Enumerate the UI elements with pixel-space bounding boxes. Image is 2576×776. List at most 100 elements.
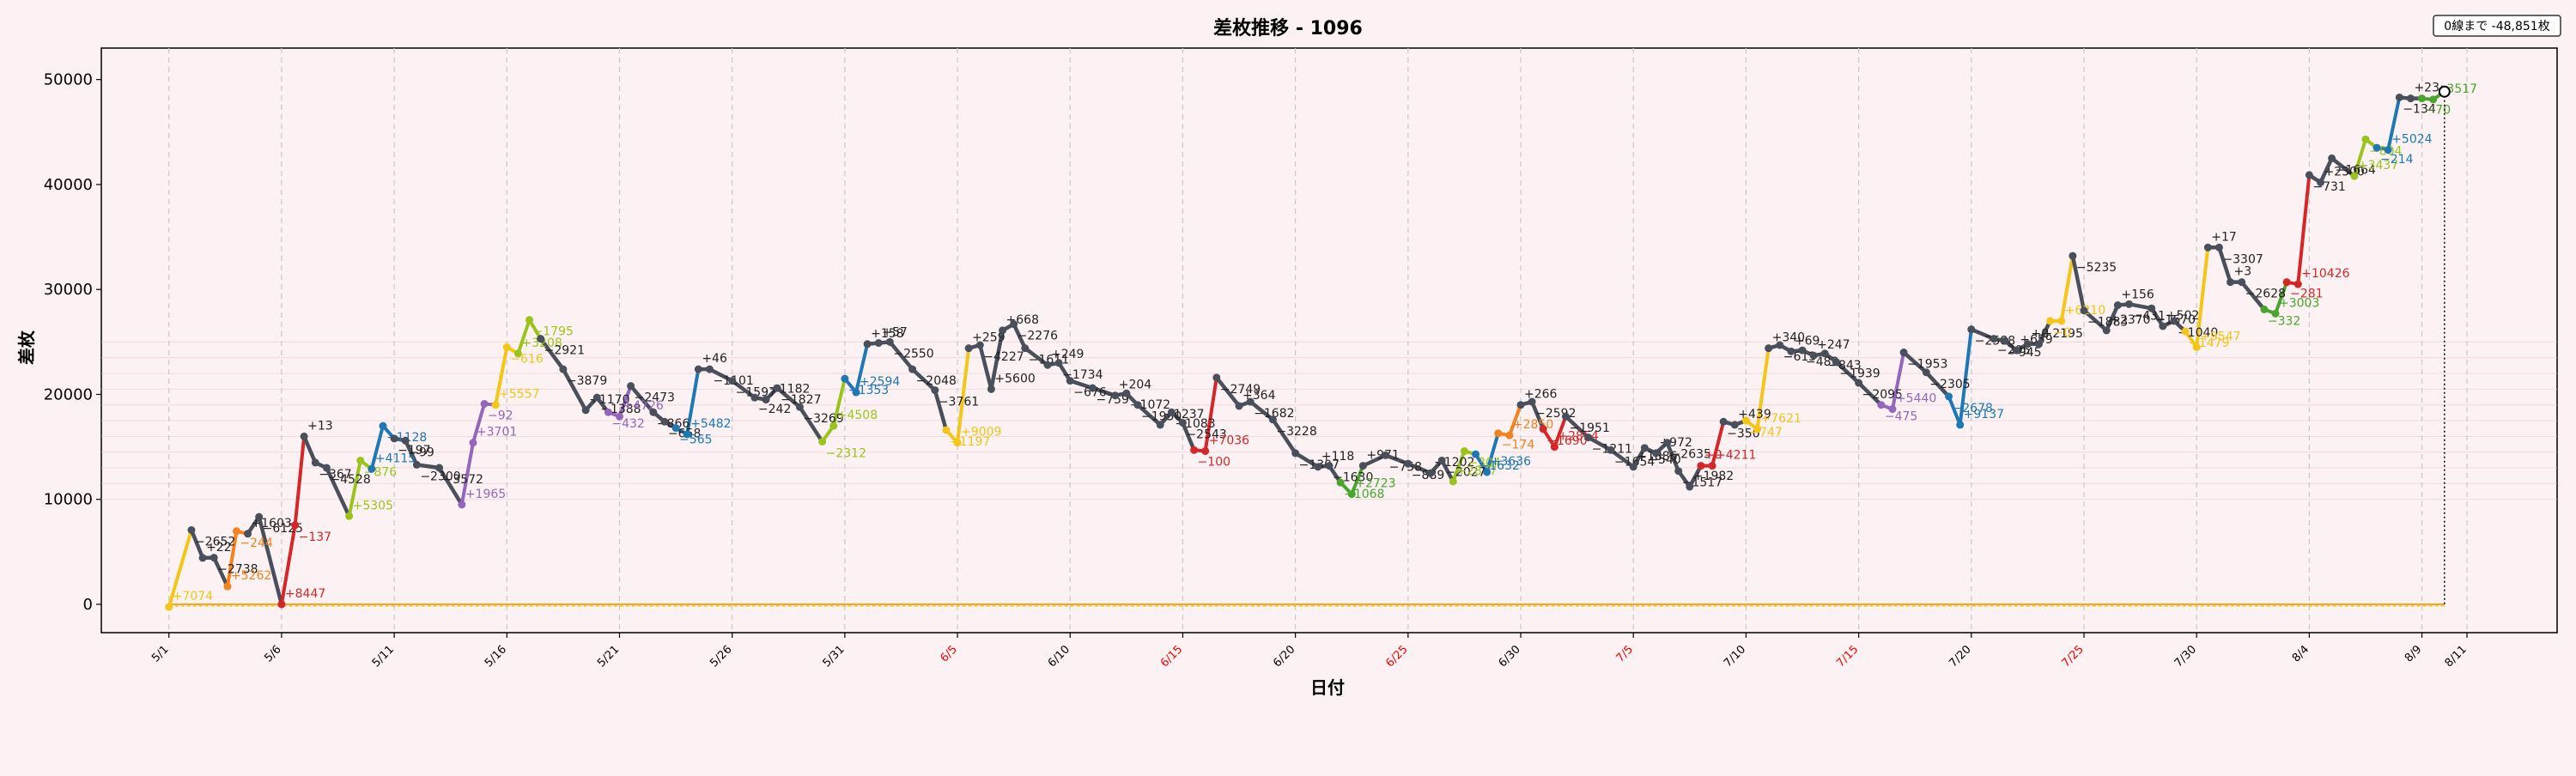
data-point [1066,377,1074,385]
data-point [965,344,973,352]
data-point [1190,446,1198,454]
data-point [1956,421,1964,428]
data-point [2024,340,2032,348]
data-label: +249 [1051,348,1084,361]
data-point [1157,421,1164,428]
x-tick-label: 6/25 [1383,643,1410,670]
data-point [649,409,657,416]
x-tick-label: 7/25 [2060,643,2087,670]
data-point [750,394,758,402]
data-point [1122,390,1130,397]
data-point [1765,344,1772,352]
data-point [875,339,883,347]
y-axis-label: 差枚 [16,330,37,365]
data-point [1236,402,1243,409]
data-point [796,403,804,411]
data-label: +9137 [1964,408,2004,421]
data-point [706,366,714,373]
data-point [1517,401,1525,409]
data-label: −3228 [1276,425,1316,439]
data-label: +3701 [477,426,517,440]
data-label: −2550 [893,347,933,361]
data-point [199,554,207,561]
data-point [379,422,386,430]
data-point [1799,347,1807,355]
data-point [323,464,331,472]
x-tick-label: 5/16 [483,643,509,670]
data-point [244,530,252,537]
data-point [2272,310,2280,318]
x-tick-label: 6/5 [938,643,959,664]
data-point [2373,144,2381,152]
x-tick-label: 5/26 [708,643,734,670]
data-point [1888,405,1896,413]
data-point [2114,301,2122,309]
data-label: −2305 [1929,378,1970,391]
data-point [514,349,522,357]
data-label: −214 [2380,153,2414,167]
data-point [864,340,872,348]
data-point [1111,391,1119,399]
data-point [1010,320,1018,328]
data-point [1652,449,1660,457]
data-label: +156 [2121,288,2154,302]
data-point [301,433,308,440]
data-label: −0 [2054,326,2072,340]
data-point [605,409,612,416]
data-label: +5024 [2391,133,2432,147]
y-tick-label: 50000 [44,71,93,89]
data-point [1337,479,1345,487]
x-tick-label: 7/30 [2172,643,2199,670]
data-point [1133,401,1141,409]
data-label: +3636 [1491,455,1531,469]
x-axis-label: 日付 [1310,677,1345,698]
data-label: −70 [2426,104,2451,118]
data-point [2080,306,2087,314]
data-label: +5440 [1896,392,1936,406]
data-point [2385,146,2392,154]
data-label: −137 [299,530,331,544]
data-point [492,401,500,409]
data-label: +17 [2211,230,2237,244]
data-point [1787,348,1795,355]
data-label: +1982 [1693,470,1734,483]
data-point [559,366,567,373]
data-point [1753,425,1761,433]
data-label: −5235 [2076,261,2117,275]
data-label: −2048 [916,374,957,388]
data-point [2148,305,2155,312]
data-label: −3879 [567,374,607,388]
data-point [1641,444,1649,452]
data-label: −244 [240,537,273,550]
data-point [1562,413,1570,421]
data-label: +1965 [465,488,506,501]
data-label: +247 [1817,338,1850,352]
data-label: +9009 [961,426,1001,440]
data-point [1044,361,1052,369]
data-label: −99 [409,446,434,459]
y-tick-label: 30000 [44,281,93,299]
data-point [2035,340,2043,348]
data-point [1212,373,1220,381]
data-point [1348,490,1356,498]
data-point [987,385,995,393]
data-point [356,457,364,464]
data-point [312,458,319,466]
y-tick-label: 0 [83,596,93,614]
data-point [818,438,826,446]
data-point [537,335,544,343]
x-tick-label: 5/21 [595,643,622,670]
data-label: −2312 [826,446,866,460]
data-point [1720,418,1728,426]
data-point [368,465,375,473]
data-label: +4508 [837,409,878,422]
data-label: −174 [1502,439,1535,452]
data-point [593,394,601,402]
data-point [852,389,860,397]
data-point [1382,452,1389,459]
data-point [1810,352,1818,360]
data-point [1359,462,1367,470]
data-label: +5600 [994,372,1035,385]
